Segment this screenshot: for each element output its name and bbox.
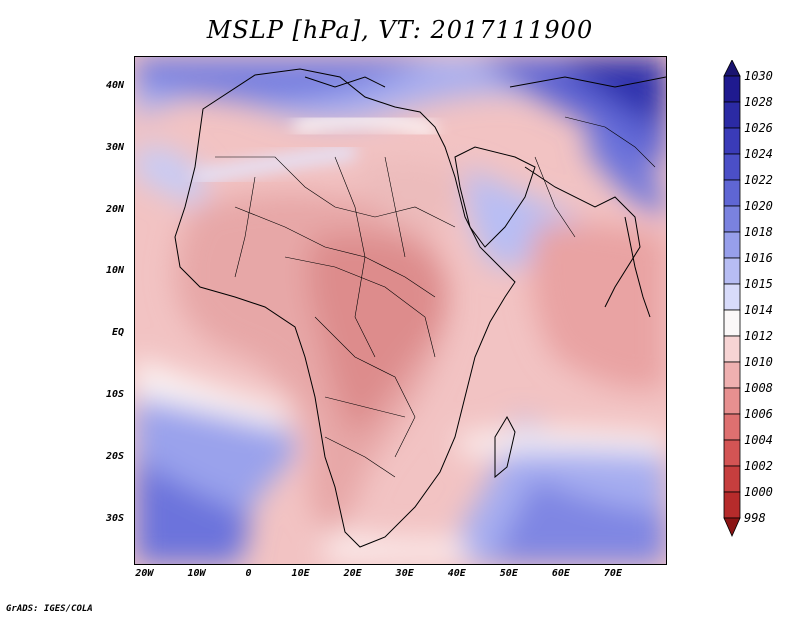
colorbar-swatch bbox=[723, 257, 741, 285]
colorbar-label: 1006 bbox=[744, 407, 773, 421]
latitude-label: 30N bbox=[105, 141, 124, 153]
longitude-label: 50E bbox=[499, 568, 518, 579]
colorbar-swatch bbox=[723, 283, 741, 311]
latitude-label: EQ bbox=[111, 327, 124, 339]
colorbar-swatch bbox=[723, 387, 741, 415]
colorbar-label: 1004 bbox=[744, 433, 773, 447]
colorbar-label: 1020 bbox=[744, 199, 773, 213]
colorbar-swatch bbox=[723, 101, 741, 129]
colorbar-swatches bbox=[723, 60, 741, 537]
colorbar-label: 1008 bbox=[744, 381, 773, 395]
colorbar-swatch bbox=[723, 75, 741, 103]
colorbar-label: 998 bbox=[744, 511, 766, 525]
colorbar-label: 1030 bbox=[744, 69, 773, 83]
latitude-label: 20S bbox=[105, 450, 124, 462]
longitude-label: 60E bbox=[551, 568, 570, 579]
colorbar-label: 1000 bbox=[744, 485, 773, 499]
colorbar-swatch bbox=[723, 491, 741, 519]
colorbar-label: 1018 bbox=[744, 225, 773, 239]
coastlines bbox=[174, 68, 666, 548]
longitude-label: 10E bbox=[291, 568, 310, 579]
longitude-label: 20W bbox=[135, 568, 154, 579]
map-panel bbox=[134, 56, 667, 565]
pressure-shading bbox=[135, 57, 666, 564]
longitude-label: 0 bbox=[245, 568, 252, 579]
colorbar-label: 1015 bbox=[744, 277, 773, 291]
latitude-label: 10S bbox=[105, 389, 124, 401]
colorbar-label: 1022 bbox=[744, 173, 773, 187]
latitude-label: 20N bbox=[105, 203, 124, 215]
longitude-label: 10W bbox=[187, 568, 206, 579]
pressure-field-map bbox=[135, 57, 666, 564]
colorbar-swatch bbox=[723, 413, 741, 441]
colorbar-swatch bbox=[723, 205, 741, 233]
longitude-label: 20E bbox=[343, 568, 362, 579]
colorbar-swatch bbox=[723, 361, 741, 389]
colorbar-label: 1028 bbox=[744, 95, 773, 109]
colorbar-swatch bbox=[723, 335, 741, 363]
colorbar-label: 1016 bbox=[744, 251, 773, 265]
colorbar-swatch bbox=[723, 179, 741, 207]
colorbar-label: 1010 bbox=[744, 355, 773, 369]
colorbar-swatch bbox=[723, 465, 741, 493]
latitude-label: 10N bbox=[105, 265, 124, 277]
colorbar-label: 1012 bbox=[744, 329, 773, 343]
latitude-label: 30S bbox=[105, 512, 124, 524]
colorbar-swatch bbox=[723, 231, 741, 259]
longitude-label: 70E bbox=[603, 568, 622, 579]
colorbar-label: 1002 bbox=[744, 459, 773, 473]
colorbar-top-arrow bbox=[723, 60, 741, 77]
colorbar-label: 1024 bbox=[744, 147, 773, 161]
colorbar-label: 1026 bbox=[744, 121, 773, 135]
footer-credit: GrADS: IGES/COLA bbox=[6, 604, 93, 614]
colorbar-label: 1014 bbox=[744, 303, 773, 317]
longitude-label: 30E bbox=[395, 568, 414, 579]
colorbar-bottom-arrow bbox=[723, 517, 741, 537]
colorbar-swatch bbox=[723, 439, 741, 467]
longitude-label: 40E bbox=[447, 568, 466, 579]
latitude-label: 40N bbox=[105, 79, 124, 91]
colorbar-swatch bbox=[723, 153, 741, 181]
chart-title: MSLP [hPa], VT: 2017111900 bbox=[206, 16, 594, 44]
country-borders bbox=[215, 116, 656, 478]
colorbar-swatch bbox=[723, 127, 741, 155]
colorbar-swatch bbox=[723, 309, 741, 337]
